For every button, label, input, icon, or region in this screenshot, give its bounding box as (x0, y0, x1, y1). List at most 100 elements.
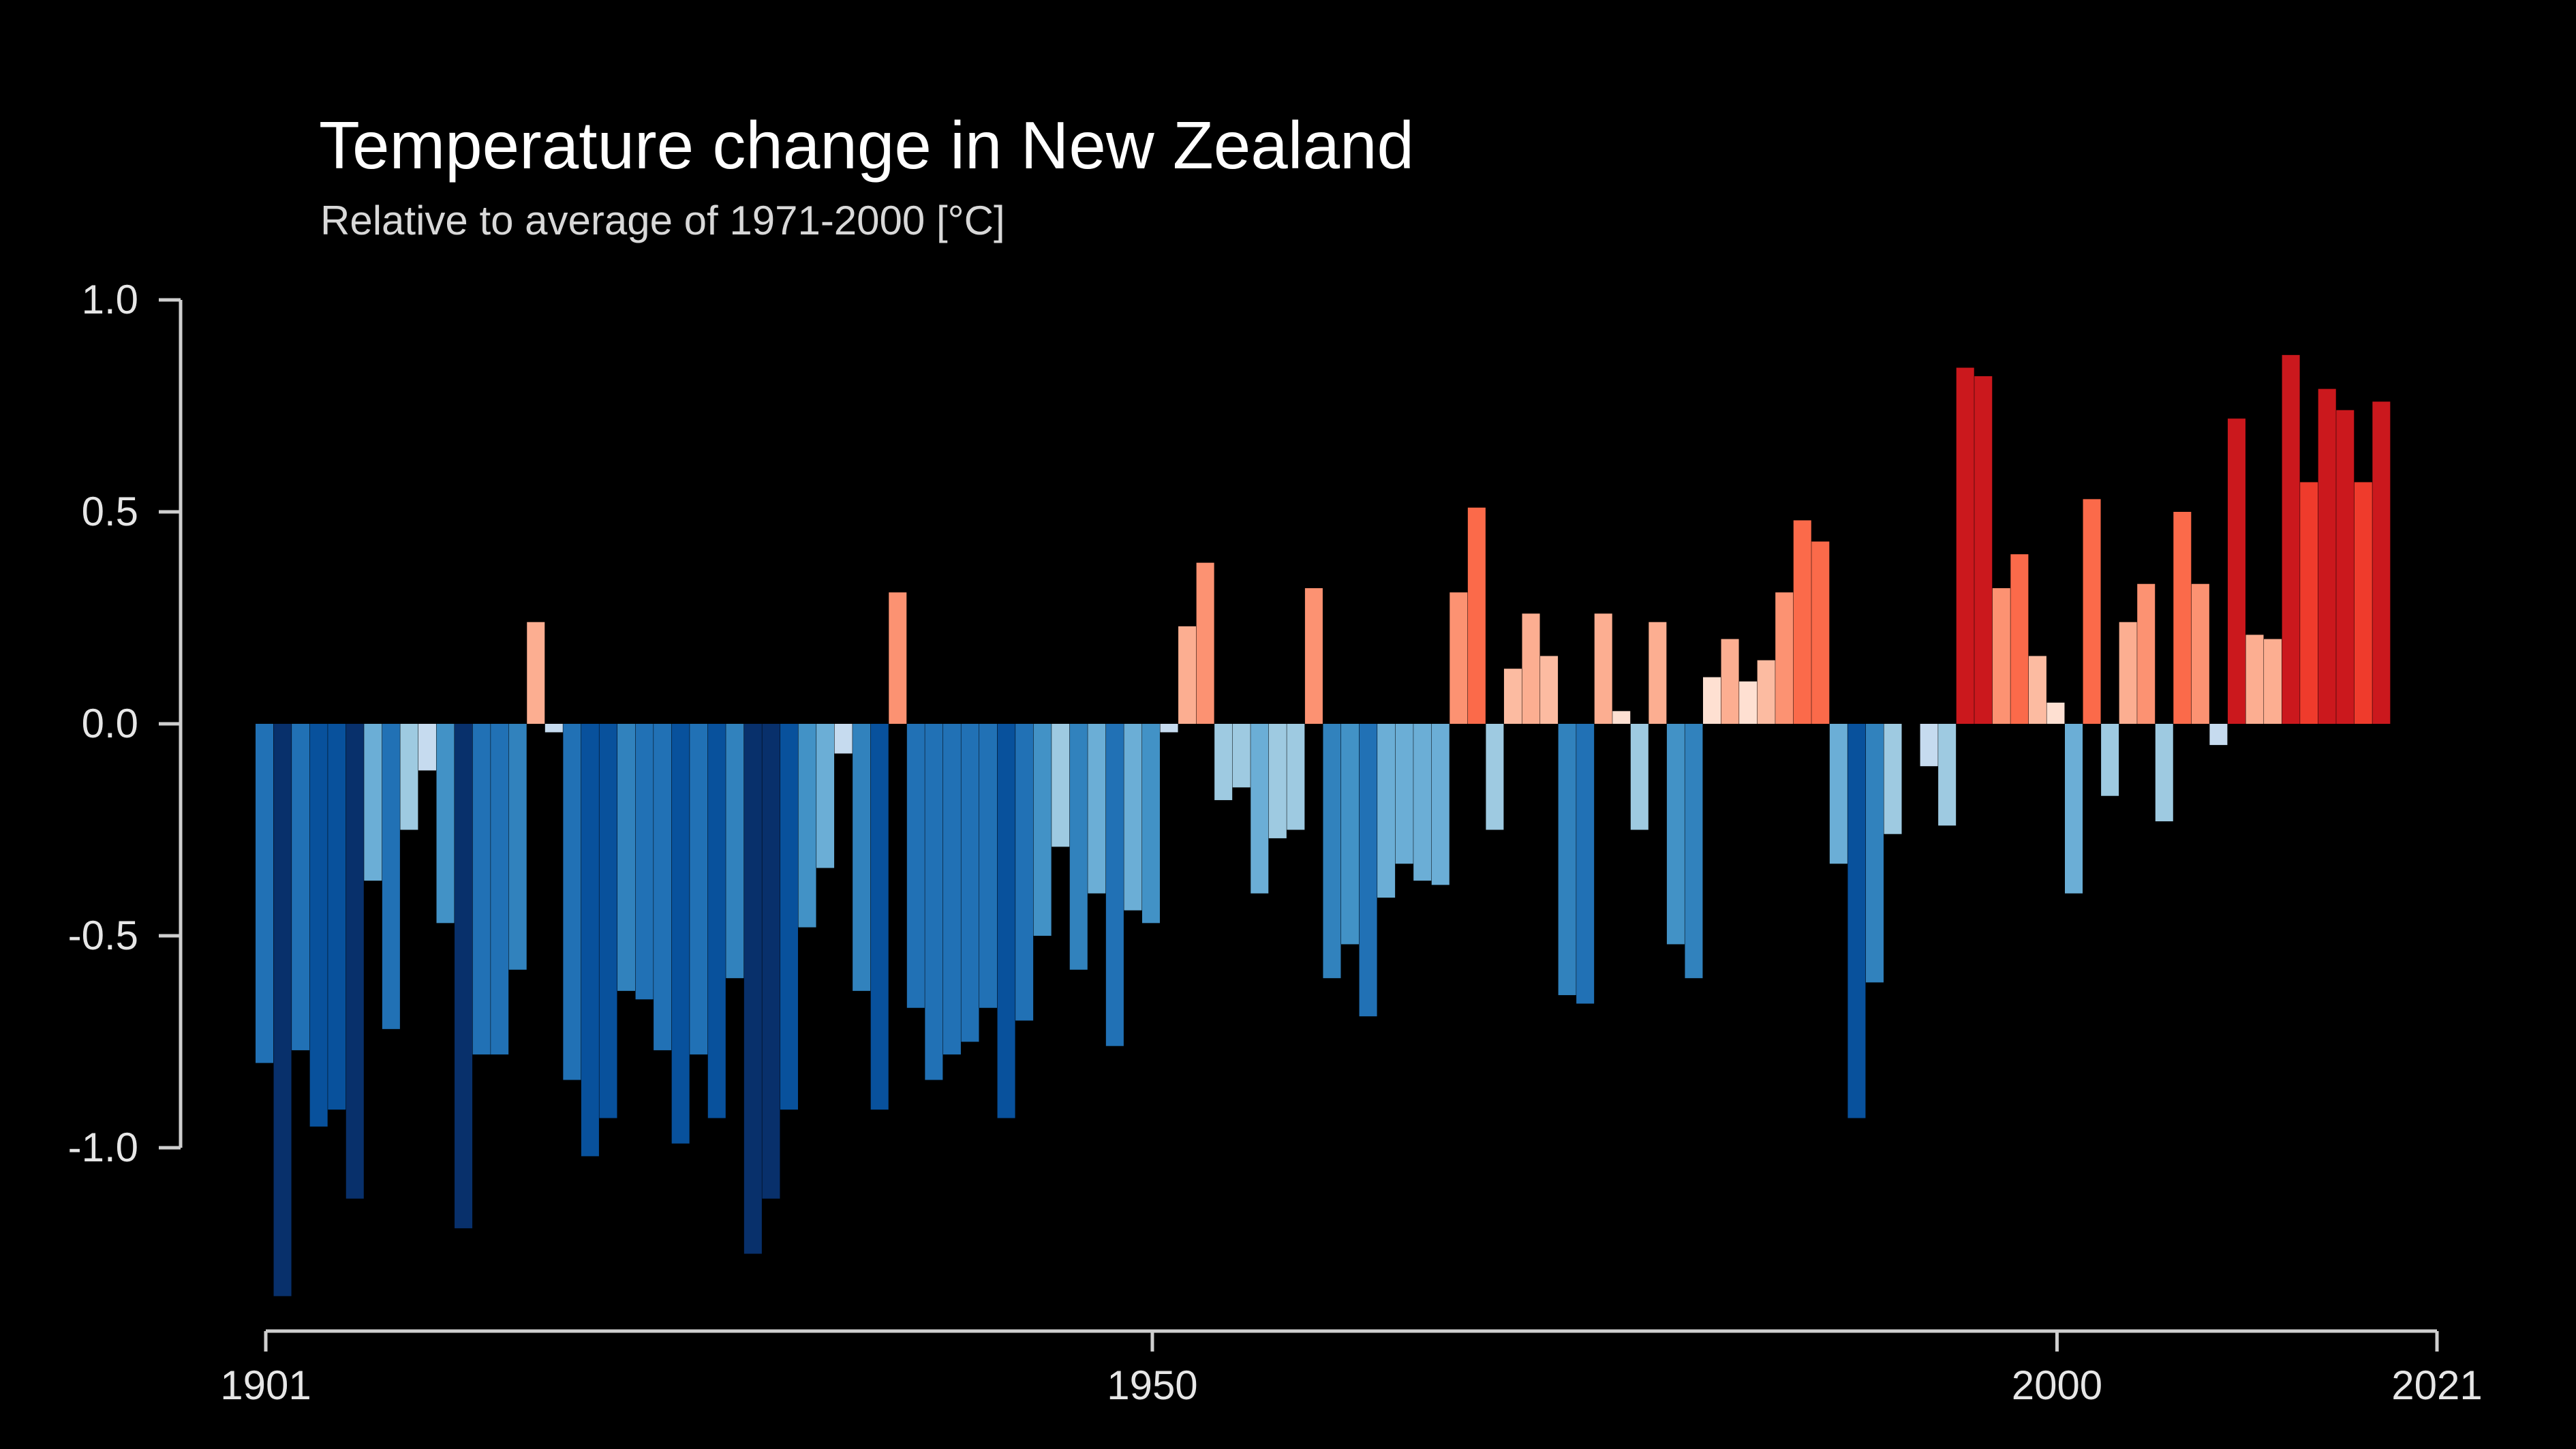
bar-2004 (2119, 622, 2137, 724)
bar-1911 (436, 724, 455, 924)
y-tick-label: -1.0 (68, 1125, 138, 1170)
bar-2006 (2155, 724, 2173, 822)
bar-1973 (1558, 724, 1576, 996)
bar-2016 (2336, 410, 2355, 724)
bar-2008 (2191, 583, 2209, 724)
bar-1927 (726, 724, 744, 979)
bar-1993 (1920, 724, 1938, 767)
bar-1958 (1287, 724, 1305, 830)
bar-1949 (1124, 724, 1142, 911)
bar-1938 (925, 724, 943, 1080)
x-axis: 1901 1950 2000 2021 (220, 1329, 2483, 1408)
bar-1943 (1015, 724, 1034, 1021)
bar-1974 (1576, 724, 1595, 1004)
bar-1904 (309, 724, 328, 1127)
bar-1931 (798, 724, 816, 928)
bar-2007 (2173, 512, 2192, 724)
bar-1930 (780, 724, 798, 1110)
bar-1986 (1793, 520, 1811, 724)
bar-1950 (1141, 724, 1160, 924)
bar-1982 (1721, 639, 1739, 724)
bar-1913 (472, 724, 491, 1055)
bar-1901 (256, 724, 274, 1063)
bar-1910 (418, 724, 436, 771)
bar-1957 (1268, 724, 1287, 838)
bar-1988 (1829, 724, 1847, 864)
bar-1902 (273, 724, 292, 1296)
bar-2014 (2300, 482, 2318, 724)
bar-1922 (635, 724, 654, 1000)
bar-2003 (2101, 724, 2119, 796)
bar-1997 (1992, 588, 2010, 724)
bar-1935 (870, 724, 889, 1110)
bar-1980 (1685, 724, 1703, 979)
bar-1994 (1938, 724, 1957, 826)
bar-2011 (2245, 635, 2264, 724)
bar-1925 (690, 724, 708, 1055)
bar-1947 (1088, 724, 1106, 894)
y-tick-label: 0.5 (82, 489, 138, 534)
bar-1952 (1178, 626, 1197, 724)
bar-1962 (1359, 724, 1377, 1017)
bar-1907 (364, 724, 382, 881)
bar-1945 (1052, 724, 1070, 847)
x-tick-label: 2021 (2391, 1362, 2482, 1408)
bar-1909 (400, 724, 418, 830)
bar-1961 (1341, 724, 1360, 945)
bar-1928 (743, 724, 762, 1254)
bar-1939 (942, 724, 961, 1055)
bar-1978 (1649, 622, 1667, 724)
bar-1936 (889, 592, 907, 724)
bar-2001 (2065, 724, 2083, 894)
y-tick-label: -0.5 (68, 913, 138, 958)
bar-1984 (1757, 660, 1775, 724)
bar-2012 (2264, 639, 2282, 724)
bar-1985 (1775, 592, 1794, 724)
bar-1944 (1033, 724, 1052, 936)
bar-1906 (346, 724, 364, 1199)
bar-1998 (2010, 554, 2029, 724)
bar-1941 (979, 724, 998, 1008)
bar-1999 (2028, 656, 2046, 724)
bar-1954 (1214, 724, 1233, 800)
bar-2002 (2083, 499, 2101, 724)
bar-1917 (545, 724, 563, 733)
x-tick-label: 1950 (1107, 1362, 1197, 1408)
bar-2000 (2046, 702, 2065, 724)
bar-1948 (1105, 724, 1124, 1046)
bar-1916 (527, 622, 545, 724)
bar-2017 (2354, 482, 2372, 724)
bar-1972 (1540, 656, 1559, 724)
y-tick-label: 0.0 (82, 701, 138, 746)
y-axis: 1.0 0.5 0.0 -0.5 -1.0 (68, 277, 183, 1170)
bar-2015 (2318, 388, 2336, 724)
bar-1956 (1251, 724, 1269, 894)
bar-1933 (834, 724, 853, 754)
bar-1934 (853, 724, 871, 991)
bar-1921 (617, 724, 636, 991)
bar-1915 (508, 724, 527, 970)
bar-1937 (906, 724, 925, 1008)
bar-1963 (1377, 724, 1396, 898)
bar-1942 (997, 724, 1015, 1118)
bar-1908 (382, 724, 400, 1029)
bar-1996 (1974, 376, 1993, 724)
bar-1970 (1503, 669, 1522, 724)
bar-1926 (707, 724, 726, 1118)
bar-1976 (1612, 711, 1631, 724)
bar-1905 (328, 724, 346, 1110)
bar-1946 (1069, 724, 1088, 970)
bar-1979 (1666, 724, 1685, 945)
bar-series (256, 354, 2391, 1296)
bar-1960 (1323, 724, 1341, 979)
bar-1929 (762, 724, 780, 1199)
bar-1923 (654, 724, 672, 1050)
chart-subtitle: Relative to average of 1971-2000 [°C] (320, 198, 1005, 243)
bar-2009 (2209, 724, 2228, 746)
x-tick-label: 1901 (220, 1362, 311, 1408)
bar-2005 (2137, 583, 2156, 724)
bar-1995 (1956, 367, 1974, 724)
chart-title: Temperature change in New Zealand (319, 108, 1414, 183)
y-tick-label: 1.0 (82, 277, 138, 322)
bar-1981 (1703, 677, 1721, 724)
